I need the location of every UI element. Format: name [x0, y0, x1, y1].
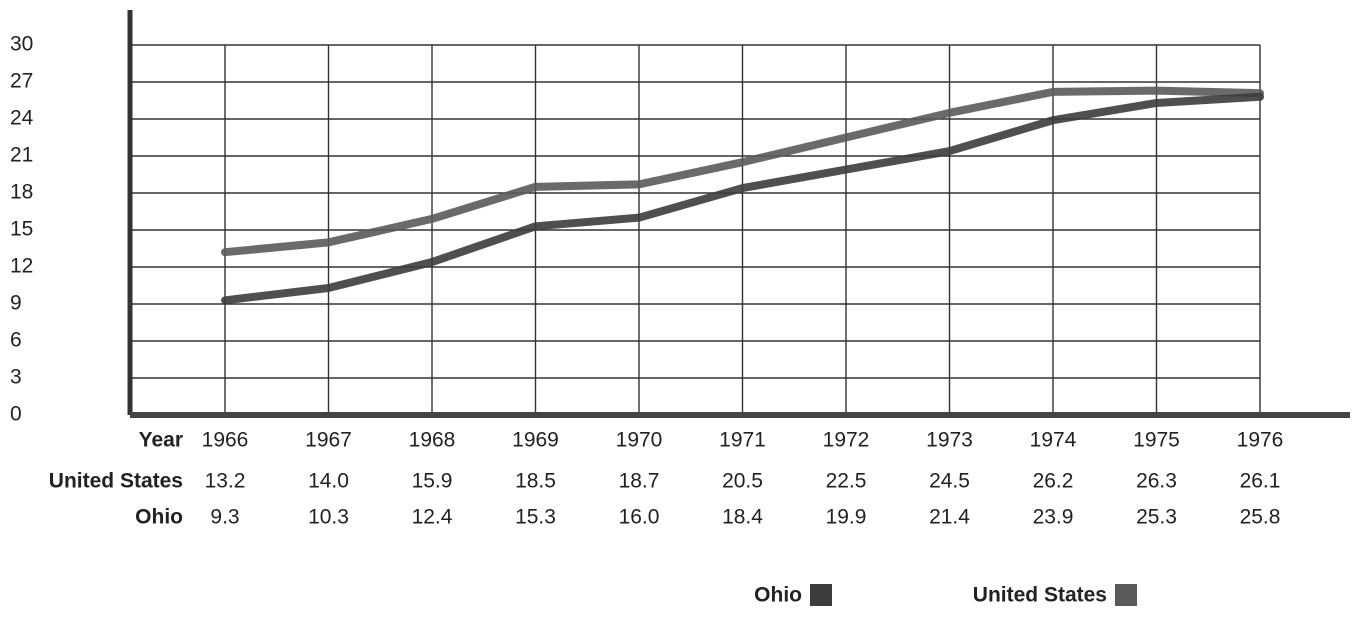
y-tick-label: 27: [10, 70, 33, 93]
x-tick-label: 1968: [409, 429, 456, 452]
table-value: 22.5: [826, 470, 867, 493]
x-tick-label: 1973: [926, 429, 973, 452]
x-tick-label: 1976: [1237, 429, 1284, 452]
table-value: 25.8: [1240, 506, 1281, 529]
legend-swatch: [810, 584, 832, 606]
y-tick-label: 3: [10, 366, 22, 389]
row-label: Ohio: [135, 506, 183, 529]
y-tick-label: 24: [10, 107, 34, 130]
table-value: 26.1: [1240, 470, 1281, 493]
y-tick-label: 6: [10, 329, 22, 352]
y-tick-label: 18: [10, 181, 33, 204]
table-value: 20.5: [722, 470, 763, 493]
y-tick-label: 15: [10, 218, 33, 241]
table-value: 16.0: [619, 506, 660, 529]
series-line: [221, 86, 1264, 257]
legend-label: Ohio: [754, 584, 802, 607]
table-value: 15.9: [412, 470, 453, 493]
series-line: [221, 92, 1264, 305]
table-value: 18.7: [619, 470, 660, 493]
y-tick-label: 9: [10, 292, 22, 315]
table-value: 9.3: [210, 506, 239, 529]
y-tick-label: 0: [10, 403, 22, 426]
legend-swatch: [1115, 584, 1137, 606]
y-tick-label: 30: [10, 33, 33, 56]
table-value: 26.2: [1033, 470, 1074, 493]
x-tick-label: 1975: [1133, 429, 1180, 452]
table-value: 18.5: [515, 470, 556, 493]
table-value: 21.4: [929, 506, 970, 529]
y-tick-label: 21: [10, 144, 33, 167]
table-value: 26.3: [1136, 470, 1177, 493]
x-tick-label: 1974: [1030, 429, 1077, 452]
table-value: 24.5: [929, 470, 970, 493]
x-tick-label: 1969: [512, 429, 559, 452]
row-label: United States: [49, 470, 183, 493]
x-tick-label: 1971: [719, 429, 766, 452]
table-value: 12.4: [412, 506, 453, 529]
table-value: 18.4: [722, 506, 763, 529]
x-tick-label: 1967: [305, 429, 352, 452]
x-tick-label: 1966: [202, 429, 249, 452]
y-tick-label: 12: [10, 255, 33, 278]
x-tick-label: 1972: [823, 429, 870, 452]
x-label: Year: [139, 429, 183, 452]
legend-label: United States: [973, 584, 1107, 607]
table-value: 14.0: [308, 470, 349, 493]
table-value: 13.2: [205, 470, 246, 493]
table-value: 15.3: [515, 506, 556, 529]
table-value: 23.9: [1033, 506, 1074, 529]
table-value: 10.3: [308, 506, 349, 529]
x-tick-label: 1970: [616, 429, 663, 452]
table-value: 25.3: [1136, 506, 1177, 529]
table-value: 19.9: [826, 506, 867, 529]
